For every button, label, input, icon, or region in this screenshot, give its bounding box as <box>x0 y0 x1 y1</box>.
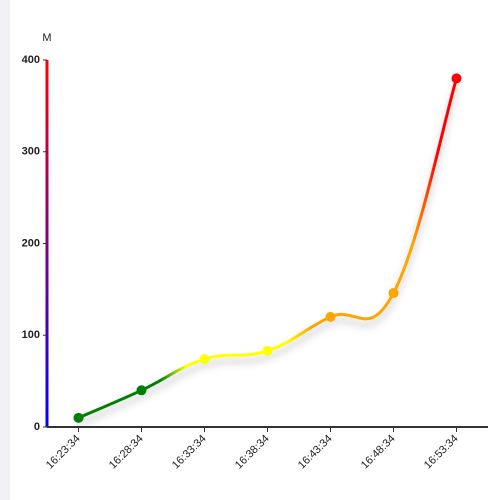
x-tick-label: 16:38:34 <box>233 433 272 472</box>
point <box>451 73 462 84</box>
x-tick-label: 16:53:34 <box>422 433 461 472</box>
x-tick-label: 16:43:34 <box>296 433 335 472</box>
y-tick-label: 0 <box>34 421 40 433</box>
x-tick-label: 16:23:34 <box>44 433 83 472</box>
y-tick-label: 100 <box>22 329 40 341</box>
point <box>199 354 210 365</box>
x-tick-label: 16:48:34 <box>359 433 398 472</box>
side-strip <box>0 0 10 500</box>
point <box>262 345 273 356</box>
point <box>388 288 399 299</box>
y-axis-label: M <box>42 32 51 44</box>
y-tick-label: 200 <box>22 237 40 249</box>
line <box>77 77 458 420</box>
x-tick-label: 16:28:34 <box>107 433 146 472</box>
point <box>136 385 147 396</box>
point <box>73 412 84 423</box>
x-tick-label: 16:33:34 <box>170 433 209 472</box>
y-tick-label: 400 <box>22 54 40 66</box>
point <box>325 311 336 322</box>
y-tick-label: 300 <box>22 146 40 158</box>
